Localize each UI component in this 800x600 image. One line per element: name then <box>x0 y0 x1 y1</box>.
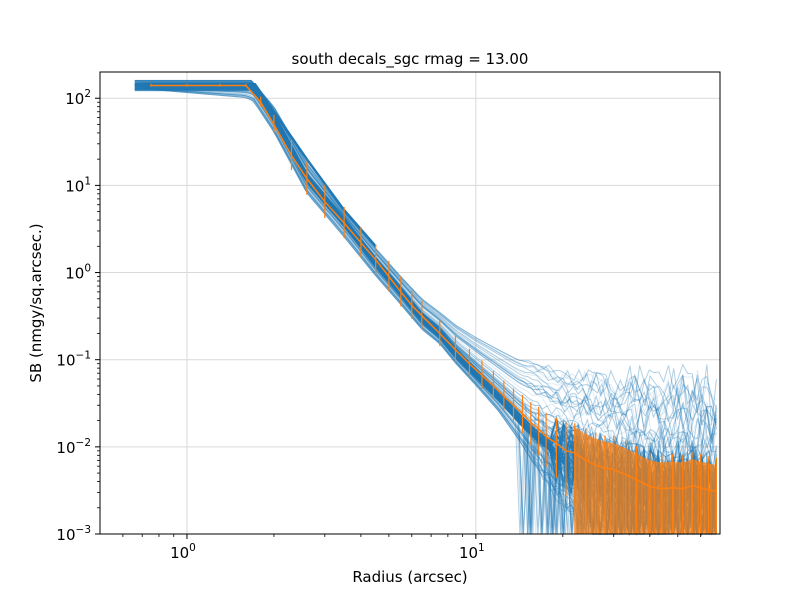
y-tick-label: 101 <box>65 175 91 195</box>
profile-line <box>134 87 717 536</box>
profile-line <box>148 87 717 535</box>
y-tick-label: 102 <box>65 88 91 108</box>
median-profile <box>150 83 717 534</box>
median-line <box>150 84 717 492</box>
profile-line <box>134 79 717 535</box>
profile-line <box>134 90 717 537</box>
x-tick-label: 101 <box>459 542 485 562</box>
plot-area-frame <box>99 71 721 535</box>
y-tick-label: 10−1 <box>56 350 91 370</box>
chart-title: south decals_sgc rmag = 13.00 <box>292 50 529 69</box>
y-tick-label: 10−3 <box>56 524 91 544</box>
profile-line <box>134 81 717 535</box>
profile-line <box>134 86 717 536</box>
y-tick-label: 10−2 <box>56 437 91 457</box>
y-axis-label: SB (nmgy/sq.arcsec.) <box>27 223 45 382</box>
x-tick-label: 100 <box>170 542 196 562</box>
y-tick-label: 100 <box>65 263 91 283</box>
y-axis-ticks: 102 101 100 10−1 10−2 10−3 <box>56 88 100 544</box>
profile-line <box>134 82 377 248</box>
x-axis-ticks: 100 101 <box>122 534 702 562</box>
x-axis-label: Radius (arcsec) <box>352 568 467 586</box>
